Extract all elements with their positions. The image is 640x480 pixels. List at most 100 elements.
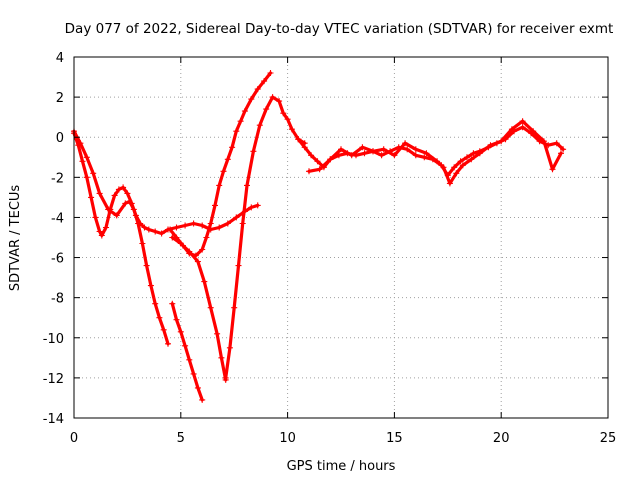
data-point	[199, 396, 206, 403]
data-point	[194, 258, 201, 265]
data-point	[224, 156, 231, 163]
x-tick-label: 5	[177, 431, 185, 446]
data-point	[141, 224, 148, 231]
series-trace	[170, 235, 228, 382]
data-point	[194, 384, 201, 391]
data-point	[301, 144, 308, 151]
y-tick-label: 0	[56, 131, 64, 146]
data-point	[451, 164, 458, 171]
data-point	[207, 304, 214, 311]
data-point	[560, 146, 567, 153]
data-point	[378, 152, 385, 159]
data-series	[71, 70, 567, 403]
series-trace	[170, 302, 204, 402]
data-point	[152, 228, 159, 235]
data-point	[519, 118, 526, 125]
data-point	[468, 156, 475, 163]
data-point	[186, 356, 193, 363]
x-tick-label: 0	[70, 431, 78, 446]
data-point	[269, 94, 276, 101]
x-tick-label: 25	[600, 431, 617, 446]
data-point	[248, 96, 255, 103]
data-point	[103, 224, 109, 231]
data-point	[276, 98, 283, 105]
y-tick-label: -8	[51, 292, 64, 307]
data-point	[235, 262, 242, 269]
y-tick-label: -6	[51, 252, 64, 267]
plot-frame	[73, 56, 609, 419]
data-point	[173, 224, 180, 231]
data-point	[135, 220, 142, 227]
data-point	[359, 144, 366, 151]
data-point	[192, 252, 199, 259]
data-point	[316, 166, 323, 173]
data-point	[179, 242, 186, 249]
data-point	[476, 150, 483, 157]
grid-lines	[74, 57, 608, 418]
data-point	[83, 174, 90, 181]
data-point	[239, 220, 246, 227]
data-point	[254, 86, 261, 93]
data-point	[402, 140, 409, 147]
data-point	[139, 240, 146, 247]
data-point	[370, 148, 376, 155]
data-point	[288, 126, 295, 133]
x-tick-label: 20	[493, 431, 510, 446]
data-point	[199, 222, 206, 229]
data-point	[453, 170, 460, 177]
data-point	[165, 340, 171, 347]
data-point	[256, 122, 263, 129]
data-point	[207, 220, 214, 227]
data-point	[77, 140, 84, 147]
series-trace	[224, 95, 307, 380]
data-point	[173, 316, 180, 323]
data-point	[214, 330, 221, 337]
data-point	[233, 128, 240, 135]
data-point	[423, 150, 430, 157]
data-point	[558, 150, 564, 157]
data-point	[216, 182, 223, 189]
data-point	[233, 214, 240, 221]
data-point	[152, 300, 159, 307]
y-tick-label: -14	[43, 412, 64, 427]
data-point	[338, 146, 344, 153]
data-point	[446, 180, 453, 187]
data-point	[216, 224, 223, 231]
data-point	[226, 344, 233, 351]
series-trace-4	[169, 234, 229, 383]
data-point	[263, 106, 270, 113]
y-axis-label: SDTVAR / TECUs	[8, 185, 23, 292]
data-point	[182, 222, 189, 229]
data-point	[222, 374, 229, 381]
data-point	[553, 140, 560, 147]
data-point	[530, 128, 537, 135]
data-point	[98, 232, 105, 239]
data-point	[147, 282, 154, 289]
data-point	[120, 184, 127, 191]
data-point	[231, 304, 238, 311]
data-point	[122, 200, 129, 207]
data-point	[126, 198, 133, 205]
data-point	[96, 190, 103, 197]
data-point	[90, 170, 97, 177]
data-point	[412, 152, 419, 159]
data-point	[105, 206, 112, 213]
axes	[73, 56, 609, 419]
data-point	[160, 326, 167, 333]
y-tick-label: 4	[56, 51, 64, 66]
series-trace-3	[169, 300, 206, 403]
data-point	[212, 202, 218, 209]
data-point	[267, 70, 274, 76]
data-point	[487, 142, 494, 149]
data-point	[248, 204, 255, 211]
x-axis-label: GPS time / hours	[287, 459, 396, 474]
data-point	[470, 150, 477, 157]
data-point	[412, 146, 419, 153]
data-point	[421, 154, 428, 161]
y-tick-label: -10	[43, 332, 64, 347]
y-tick-label: -2	[51, 171, 64, 186]
data-point	[250, 148, 257, 155]
data-point	[92, 214, 99, 221]
data-point	[224, 220, 231, 227]
data-point	[158, 230, 165, 237]
